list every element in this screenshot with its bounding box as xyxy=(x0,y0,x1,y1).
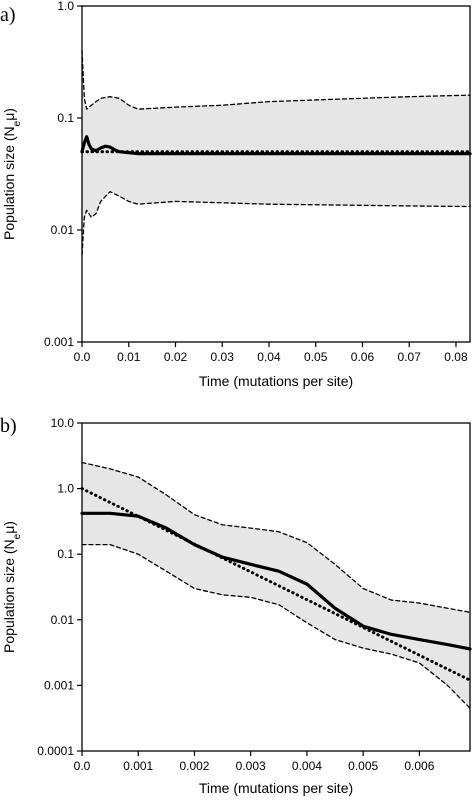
panel-b-x-tick-label: 0.006 xyxy=(404,759,434,773)
panel-b-x-tick-label: 0.002 xyxy=(179,759,209,773)
panel-a-y-tick-label: 0.001 xyxy=(44,335,74,349)
panel-a-x-tick-label: 0.06 xyxy=(351,350,375,364)
panel-a-x-tick-label: 0.03 xyxy=(211,350,235,364)
panel-a-label: a) xyxy=(0,4,16,26)
panel-b-y-tick-label: 0.1 xyxy=(57,547,74,561)
panel-a-x-tick-label: 0.04 xyxy=(257,350,281,364)
panel-b-true-line xyxy=(80,487,472,682)
panel-a-x-tick-label: 0.02 xyxy=(164,350,188,364)
panel-b-label: b) xyxy=(0,415,17,437)
panel-b-lower-line xyxy=(81,543,471,709)
panel-a-plot-frame xyxy=(81,5,471,343)
panel-b-plot: 0.0 0.001 0.002 0.003 0.004 0.005 0.006 0.0001 0… xyxy=(1,416,472,796)
panel-a-y-tick-label: 0.01 xyxy=(51,223,75,237)
panel-a-x-tick-label: 0.0 xyxy=(74,350,91,364)
panel-a-x-tick-label: 0.01 xyxy=(117,350,141,364)
panel-b-x-tick-label: 0.003 xyxy=(236,759,266,773)
panel-a-y-tick-label: 0.1 xyxy=(57,111,74,125)
panel-a-x-tick-label: 0.08 xyxy=(444,350,468,364)
panel-a-lower-line xyxy=(81,190,471,256)
panel-b-upper-line xyxy=(81,461,471,613)
panel-a-x-axis-label: Time (mutations per site) xyxy=(199,373,353,389)
panel-b-plot-frame xyxy=(81,422,471,752)
panel-a-upper-line xyxy=(81,49,471,110)
panel-a-plot: 0.0 0.01 0.02 0.03 0.04 0.05 0.06 0.07 0.08 0.001… xyxy=(1,0,472,389)
panel-a-x-tick-label: 0.07 xyxy=(398,350,422,364)
panel-a: a) 0.0 0.01 0.02 0.03 0.04 0.05 0.06 0.07 0.080.… xyxy=(0,0,472,389)
panel-b-x-tick-label: 0.001 xyxy=(123,759,153,773)
panel-a-y-axis-label: Population size (Neμ) xyxy=(1,108,23,240)
panel-a-y-tick-label: 1.0 xyxy=(57,0,74,13)
panel-b-y-tick-label: 1.0 xyxy=(57,482,74,496)
panel-a-median-line xyxy=(80,135,472,156)
panel-b-y-tick-label: 0.0001 xyxy=(37,744,74,758)
panel-b-y-tick-label: 0.001 xyxy=(44,678,74,692)
panel-b-interval-band xyxy=(82,462,470,709)
panel-b-x-tick-label: 0.005 xyxy=(348,759,378,773)
panel-b-x-tick-label: 0.004 xyxy=(292,759,322,773)
panel-b: b) 0.0 0.001 0.002 0.003 0.004 0.005 0.006 0.00… xyxy=(0,415,472,796)
panel-b-y-tick-label: 0.01 xyxy=(51,613,75,627)
panel-a-x-tick-label: 0.05 xyxy=(304,350,328,364)
panel-b-x-tick-label: 0.0 xyxy=(74,759,91,773)
panel-b-median-line xyxy=(80,511,472,651)
panel-b-y-tick-label: 10.0 xyxy=(51,416,75,430)
panel-b-x-axis-label: Time (mutations per site) xyxy=(199,780,353,796)
panel-b-y-axis-label: Population size (Neμ) xyxy=(1,521,23,653)
